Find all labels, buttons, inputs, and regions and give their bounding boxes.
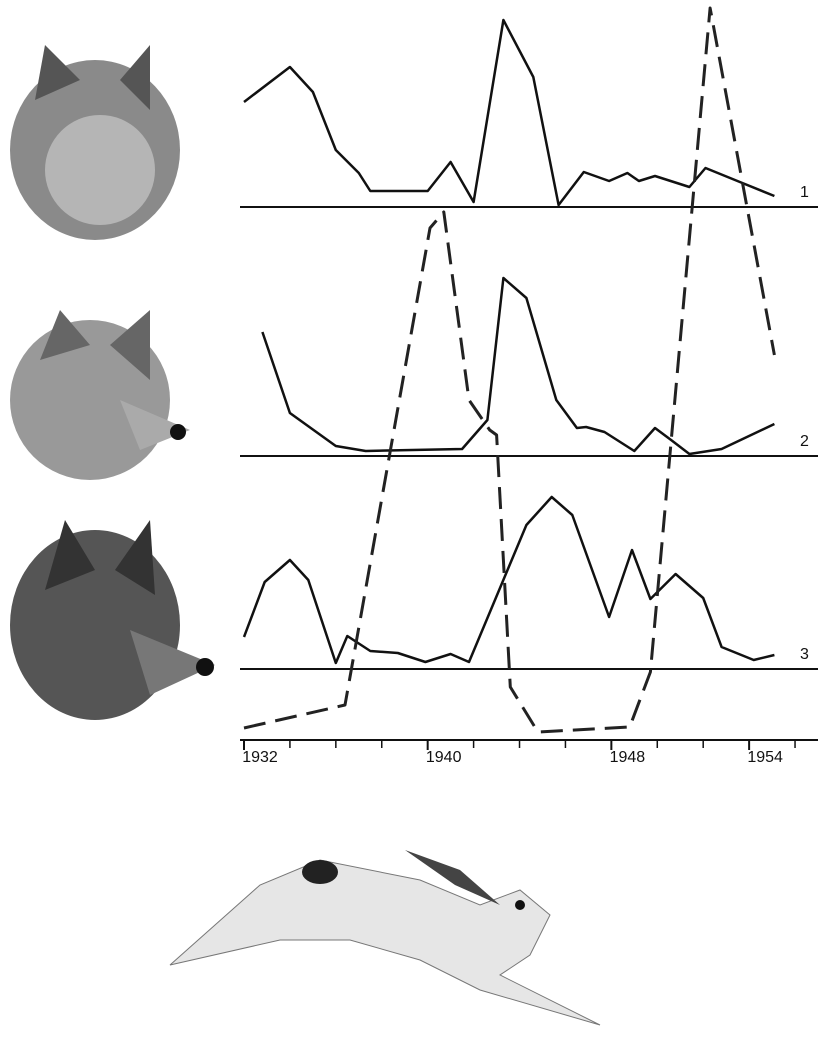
wolf-head <box>10 520 215 720</box>
x-tick-label: 1954 <box>747 749 783 766</box>
data-line <box>244 497 774 663</box>
series-label: 2 <box>800 433 809 450</box>
lynx-head <box>10 45 180 240</box>
x-tick-label: 1940 <box>426 749 462 766</box>
x-tick-label: 1932 <box>242 749 278 766</box>
series-label: 1 <box>800 184 809 201</box>
hare <box>170 850 600 1025</box>
figure: 1 2 3 1932 1940 1948 1954 <box>0 0 819 1041</box>
fox-head <box>10 310 190 480</box>
data-line <box>262 278 774 454</box>
x-tick-label: 1948 <box>610 749 646 766</box>
series-label: 3 <box>800 646 809 663</box>
